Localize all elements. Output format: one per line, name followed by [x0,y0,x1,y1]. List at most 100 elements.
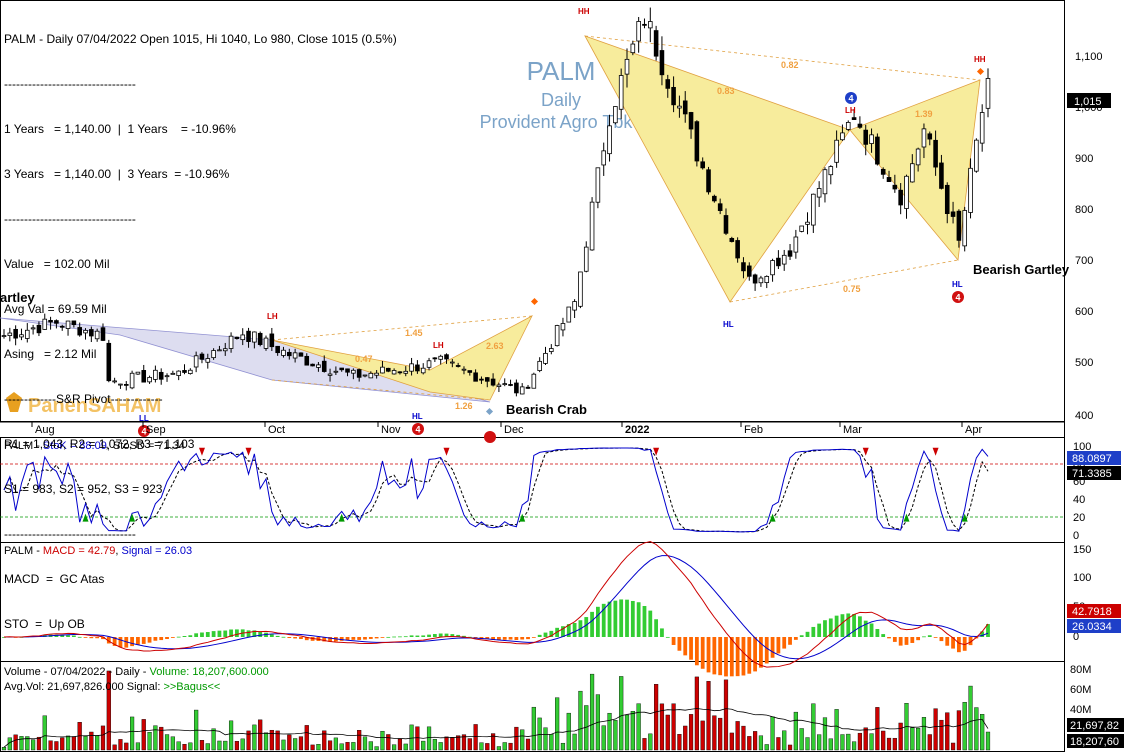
volume-bar [846,733,851,751]
macd-tick: 0 [1073,631,1079,643]
candlestick [578,271,583,309]
volume-avg-value: 21,697,82 [1070,720,1119,732]
macd-histogram-bar [665,636,670,638]
candle-body [700,161,705,169]
volume-bar [188,742,193,751]
volume-bar [170,736,175,751]
macd-histogram-bar [392,636,396,638]
candlestick [222,342,228,356]
harmonic-patterns [0,35,981,403]
candle-body [595,167,601,203]
swing-label-lh: LH [267,312,278,321]
candlestick [193,351,199,373]
candle-body [758,277,764,284]
macd-histogram-bar [258,632,263,637]
volume-bar [601,725,606,751]
candlestick [787,243,793,260]
candle-body [409,363,414,372]
candlestick [461,366,467,375]
candle-body [939,162,944,189]
price-tick: 600 [1075,306,1093,318]
volume-bar [950,742,956,751]
macd-histogram-bar [677,637,682,651]
macd-histogram-bar [514,637,519,641]
volume-bar [811,703,816,751]
price-tick: 700 [1075,255,1093,267]
volume-bar [409,724,414,751]
candle-body [665,79,671,89]
candle-body [420,367,426,374]
candle-body [24,329,30,339]
macd-histogram-bar [759,637,763,668]
volume-bar [869,733,874,751]
volume-bar [252,724,257,751]
swing-label-lh: LH [845,106,856,115]
macd-histogram-bar [770,637,775,658]
signal-badge-text: 4 [955,293,960,303]
candle-body [455,365,461,367]
candlestick [106,339,112,383]
candlestick [770,258,775,282]
macd-histogram-bar [229,629,233,637]
candlestick [921,123,927,159]
macd-histogram-bar [980,631,985,637]
candle-body [153,369,158,380]
macd-histogram-bar [101,637,105,640]
macd-histogram-bar [502,637,507,640]
macd-prefix: PALM - [4,545,43,557]
macd-histogram-bar [112,637,117,646]
candle-body [158,371,164,380]
volume-bar [293,738,298,751]
candlestick [48,316,53,330]
macd-histogram-bar [130,637,134,647]
stoch-tick: 0 [1073,530,1079,542]
volume-bar [654,684,659,751]
macd-histogram-bar [299,637,303,640]
candle-body [502,383,508,386]
volume-bar [782,730,787,751]
info-line: S1 = 983, S2 = 952, S3 = 923 [4,482,163,496]
stoch-sell-arrow [443,447,450,456]
candlestick [682,91,688,123]
candle-body [648,21,653,29]
candlestick [508,379,513,387]
macd-tick: 150 [1073,544,1091,556]
stoch-tick: 100 [1073,441,1091,453]
macd-histogram-bar [904,637,909,645]
candle-body [275,345,280,354]
candlestick [310,363,315,367]
candle-body [36,324,42,334]
candle-body [601,150,607,166]
candlestick [723,208,729,236]
volume-bar [549,734,554,751]
candle-body [123,383,129,386]
volume-bar [490,733,496,751]
macd-histogram-bar [415,635,420,637]
candlestick [659,36,665,86]
volume-bar [135,742,141,751]
volume-bar [927,734,932,751]
price-axis: 1,100 1,000 900 800 700 600 500 400 1,01… [1067,51,1111,422]
candle-body [444,354,449,360]
volume-title: Volume: 18,207,600.000 [150,666,269,678]
last-price-tag: 1,015 [1067,93,1111,108]
candle-body [799,225,804,232]
candlestick [211,348,216,360]
macd-histogram-bar [892,637,897,642]
macd-histogram-bar [118,637,123,648]
candle-body [956,210,962,241]
macd-histogram-bar [2,637,6,638]
candle-body [89,329,94,337]
macd-histogram-bar [566,624,571,637]
candle-body [351,369,356,374]
candlestick [613,106,618,125]
volume-bar [677,734,682,751]
volume-bar [275,730,280,751]
candle-body [875,136,880,165]
candle-body [106,342,112,382]
candle-body [979,112,985,144]
macd-histogram-bar [968,637,973,646]
candlestick [700,157,705,170]
candle-body [199,353,205,360]
